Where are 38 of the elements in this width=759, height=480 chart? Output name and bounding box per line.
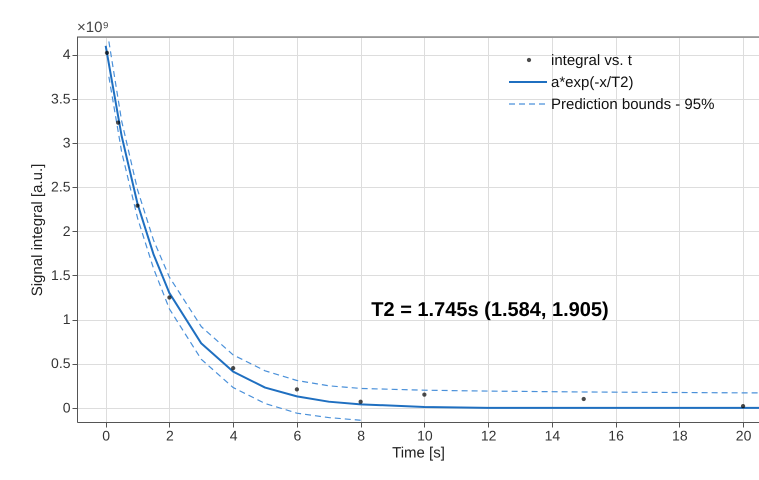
y-tick-label: 3.5 (51, 90, 71, 106)
y-tick-label: 2.5 (51, 178, 71, 195)
y-tick-label: 3 (62, 134, 71, 150)
x-tick-label: 0 (102, 428, 110, 444)
point (294, 387, 300, 392)
y-axis-title: Signal integral [a.u.] (29, 164, 46, 296)
y-tick-label: 4 (62, 46, 71, 62)
y-tick-label: 1 (62, 311, 71, 328)
y-tick-label: 0.5 (51, 355, 71, 372)
point (104, 50, 110, 56)
x-tick-label: 18 (672, 428, 688, 444)
x-tick-label: 14 (544, 428, 560, 444)
x-tick-label: 2 (166, 428, 174, 444)
annotation: T2 = 1.745s (1.584, 1.905) (371, 299, 609, 321)
x-tick-label: 4 (230, 428, 238, 444)
line-series (108, 76, 362, 421)
x-axis-title: Time [s] (392, 444, 445, 462)
point (582, 396, 586, 402)
y-tick-label: 0 (62, 399, 71, 416)
legend-label: Prediction bounds - 95% (551, 96, 714, 113)
point (358, 400, 363, 404)
point (422, 392, 426, 397)
x-tick-label: 12 (480, 428, 497, 444)
x-tick-label: 10 (417, 428, 433, 444)
legend-label: a*exp(-x/T2) (551, 74, 634, 91)
point (231, 366, 236, 370)
point (167, 295, 172, 300)
x-tick-label: 6 (294, 428, 302, 444)
point (135, 204, 140, 208)
legend-label: integral vs. t (551, 52, 633, 69)
x-tick-label: 16 (608, 428, 624, 444)
point (740, 404, 746, 408)
text: ×10⁹ (77, 19, 109, 36)
x-tick-label: 8 (357, 428, 366, 444)
y-tick-label: 1.5 (51, 266, 71, 283)
x-tick-label: 20 (736, 428, 752, 444)
point (116, 120, 120, 125)
y-tick-label: 2 (62, 222, 71, 239)
